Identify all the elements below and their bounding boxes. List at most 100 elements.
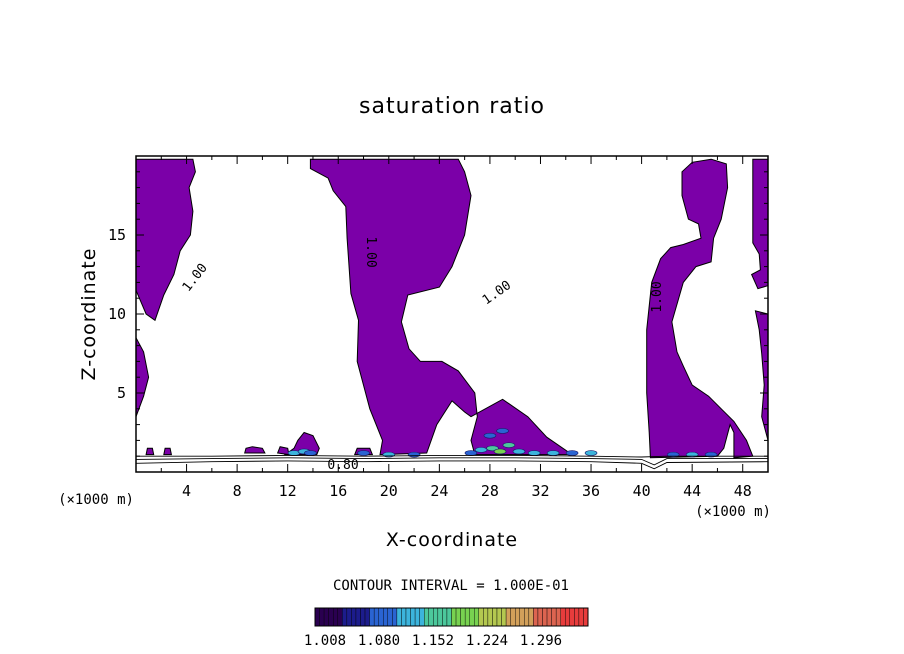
y-tick-label: 5 — [117, 384, 126, 402]
contour-band-1 — [135, 460, 769, 470]
colorbar-strip — [346, 607, 352, 627]
colorbar-strip — [533, 607, 539, 627]
colorbar-strip — [496, 607, 502, 627]
region-blob-3 — [163, 447, 173, 456]
colorbar-strip — [578, 607, 584, 627]
colorbar-strip — [342, 607, 348, 627]
colorbar-strip — [414, 607, 420, 627]
y-tick-label: 10 — [108, 305, 126, 323]
region-blob-9 — [244, 446, 266, 454]
x-tick-label: 48 — [734, 482, 752, 500]
colorbar-strip — [505, 607, 511, 627]
x-tick-label: 24 — [430, 482, 448, 500]
colorbar-strip — [314, 607, 320, 627]
colorbar-strip — [323, 607, 329, 627]
colorbar-strip — [442, 607, 448, 627]
colorbar-strip — [392, 607, 398, 627]
region-blob-12 — [276, 446, 290, 456]
chart-title: saturation ratio — [359, 94, 545, 119]
colorbar-strip — [333, 607, 338, 627]
colorbar-strip — [437, 607, 443, 627]
contour-interval-text: CONTOUR INTERVAL = 1.000E-01 — [333, 578, 569, 594]
colorbar-strip — [469, 607, 475, 627]
hotspot-1 — [474, 447, 488, 453]
colorbar-label: 1.008 — [304, 633, 346, 649]
colorbar-strip — [337, 607, 343, 627]
colorbar-strip — [419, 607, 425, 627]
colorbar-strip — [405, 607, 411, 627]
colorbar-strip — [351, 607, 357, 627]
colorbar-label: 1.152 — [412, 633, 454, 649]
region-left-top — [135, 158, 196, 322]
region-right — [646, 158, 754, 459]
colorbar-strip — [551, 607, 557, 627]
colorbar-strip — [451, 607, 457, 627]
x-tick-label: 32 — [531, 482, 549, 500]
x-tick-label: 12 — [279, 482, 297, 500]
colorbar-strip — [383, 607, 389, 627]
colorbar-strip — [478, 607, 484, 627]
colorbar-frame — [314, 607, 589, 627]
contour-band-2 — [135, 457, 768, 466]
x-ticks: 4 8 12 16 20 24 28 32 36 40 44 48 — [160, 156, 752, 500]
y-axis-title: Z-coordinate — [78, 248, 100, 381]
colorbar-strip — [460, 607, 466, 627]
x-tick-label: 8 — [233, 482, 242, 500]
colorbar-strip — [360, 607, 366, 627]
colorbar-strip — [483, 607, 489, 627]
x-tick-label: 36 — [582, 482, 600, 500]
colored-contour-spots — [287, 428, 718, 458]
region-blob-1 — [145, 447, 155, 456]
colorbar-strip — [565, 607, 571, 627]
colorbar-strip — [560, 607, 566, 627]
colorbar-strip — [433, 607, 439, 627]
y-tick-label: 15 — [108, 226, 126, 244]
colorbar-strip — [528, 607, 534, 627]
colorbar-strip — [410, 607, 416, 627]
colorbar-strip — [487, 607, 493, 627]
colorbar-strip — [569, 607, 575, 627]
colorbar-strip — [510, 607, 516, 627]
hotspot-10 — [565, 450, 579, 456]
colorbar-strip — [373, 607, 379, 627]
hotspot-7 — [496, 428, 509, 434]
colorbar-strip — [474, 607, 480, 627]
region-center — [309, 158, 574, 456]
x-axis-title: X-coordinate — [386, 529, 518, 551]
colorbar-strip — [455, 607, 461, 627]
colorbar-strip — [355, 607, 361, 627]
colorbar-strip — [424, 607, 429, 627]
region-blob-13 — [283, 431, 320, 456]
colorbar-strip — [542, 607, 548, 627]
y-ticks: 5 10 15 — [108, 171, 768, 457]
colorbar-strip — [519, 607, 525, 627]
hotspot-11 — [584, 450, 598, 456]
hotspot-14 — [304, 450, 317, 456]
x-tick-label: 28 — [481, 482, 499, 500]
colorbar-label: 1.296 — [520, 633, 562, 649]
colorbar-strip — [387, 607, 393, 627]
colorbar-strip — [546, 607, 552, 627]
colorbar-strip — [401, 607, 407, 627]
colorbar-strip — [364, 607, 370, 627]
colorbar-strip — [515, 607, 520, 627]
x-tick-label: 20 — [380, 482, 398, 500]
colorbar — [314, 607, 589, 627]
colorbar-strip — [537, 607, 543, 627]
colorbar-strip — [555, 607, 561, 627]
hotspot-8 — [527, 450, 541, 456]
colorbar-strip — [583, 607, 589, 627]
x-unit-left: (×1000 m) — [58, 492, 134, 508]
colorbar-strip — [428, 607, 434, 627]
x-unit-right: (×1000 m) — [695, 504, 771, 520]
x-tick-label: 40 — [633, 482, 651, 500]
x-tick-label: 44 — [683, 482, 701, 500]
contour-label-5: 0.80 — [327, 458, 358, 473]
saturation-regions — [135, 158, 769, 459]
x-tick-label: 4 — [182, 482, 191, 500]
x-tick-label: 16 — [329, 482, 347, 500]
hotspot-20 — [357, 450, 370, 456]
hotspot-9 — [546, 450, 560, 456]
hotspot-0 — [464, 450, 478, 456]
colorbar-strip — [369, 607, 375, 627]
